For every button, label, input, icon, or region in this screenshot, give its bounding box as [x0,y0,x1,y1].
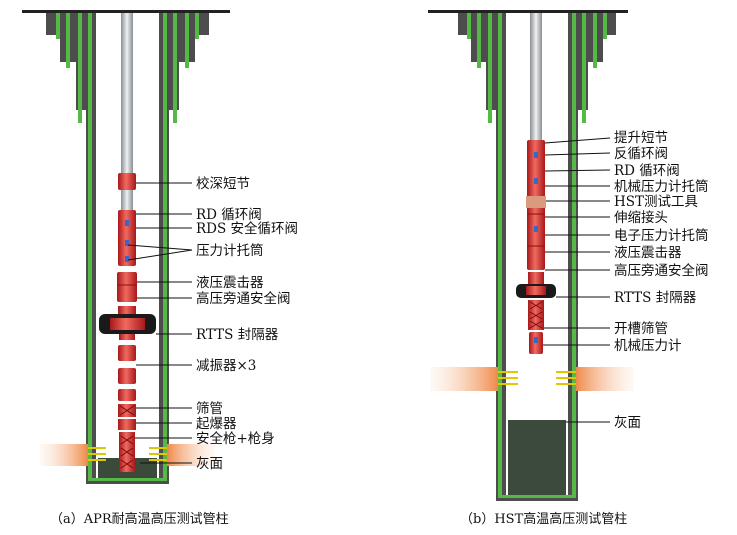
perforation-zone-a [40,444,215,466]
cement-plug-b [508,420,566,495]
ground-line-a [22,10,230,13]
label-a-shock-absorber: 减振器×3 [196,358,256,374]
label-a-jar: 液压震击器 [196,275,264,291]
label-b-bypass-valve: 高压旁通安全阀 [614,262,709,279]
label-a-rtts-packer: RTTS 封隔器 [196,327,279,343]
tool-string-a [99,173,156,472]
perforation-zone-b [430,367,634,391]
label-a-gauge-carrier: 压力计托筒 [196,242,264,259]
leaders-a [127,182,193,464]
label-a-rd-valve: RD 循环阀 [196,207,262,223]
label-b-slotted-screen: 开槽筛管 [614,321,668,337]
label-b-cement-top: 灰面 [614,415,641,431]
caption-a: （a）APR耐高温高压测试管柱 [50,511,229,527]
label-a-gun: 安全枪+枪身 [196,430,275,447]
label-b-slip-joint: 伸缩接头 [614,209,668,226]
label-b-rd-valve: RD 循环阀 [614,163,680,179]
caption-b: （b）HST高温高压测试管柱 [460,511,627,527]
label-b-electronic-gauge-carrier: 电子压力计托筒 [614,227,709,244]
tool-string-b [516,140,556,354]
label-b-mech-gauge: 机械压力计 [614,338,682,354]
label-b-jar: 液压震击器 [614,245,682,261]
label-a-cement-top: 灰面 [196,456,223,472]
casing-a [46,13,209,484]
diagram-a: 校深短节 RD 循环阀 RDS 安全循环阀 压力计托筒 液压震击器 高压旁通安全… [22,10,298,527]
leaders-b [543,137,611,423]
tubing-b [530,13,542,140]
ground-line-b [428,10,628,13]
label-a-initiator: 起爆器 [196,416,237,432]
label-b-mech-gauge-carrier: 机械压力计托筒 [614,178,709,195]
label-b-rtts-packer: RTTS 封隔器 [614,290,697,306]
casing-b [458,13,616,501]
label-a-bypass-valve: 高压旁通安全阀 [196,290,291,307]
label-a-depth-sub: 校深短节 [196,175,250,192]
diagram-b: 提升短节 反循环阀 RD 循环阀 机械压力计托筒 HST测试工具 伸缩接头 电子… [428,10,709,527]
label-b-lift-sub: 提升短节 [614,130,668,146]
tubing-a [121,13,133,173]
label-a-screen: 筛管 [196,401,223,417]
label-b-reverse-valve: 反循环阀 [614,146,668,162]
label-a-rds-valve: RDS 安全循环阀 [196,220,298,237]
label-b-hst-tool: HST测试工具 [614,194,698,210]
